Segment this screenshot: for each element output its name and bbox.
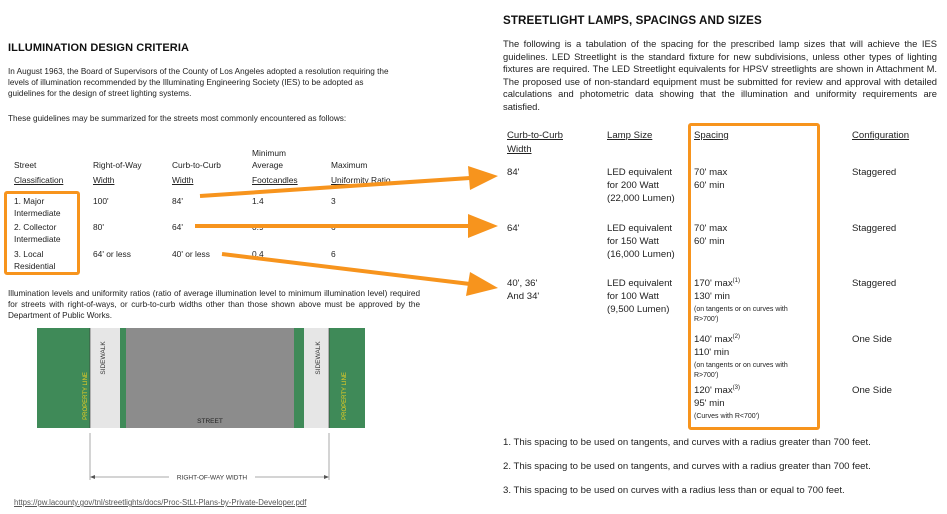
spacing-option-2-max: 140' max(2) xyxy=(694,333,740,345)
arrow-head-64 xyxy=(468,214,498,238)
rrow3-curb-b: And 34' xyxy=(507,291,540,302)
left-sidewalk xyxy=(90,328,120,428)
row1-footcandles: 1.4 xyxy=(252,196,264,206)
property-line-left-label: PROPERTY LINE xyxy=(83,372,89,420)
classification-highlight-box xyxy=(4,191,80,275)
left-summary-paragraph: These guidelines may be summarized for t… xyxy=(8,114,347,123)
right-intro-paragraph: The following is a tabulation of the spa… xyxy=(503,38,937,112)
row1-class: 1. Major xyxy=(14,196,45,206)
rrow2-lamp-c: (16,000 Lumen) xyxy=(607,249,675,260)
header-configuration: Configuration xyxy=(852,130,910,141)
rrow3-curb: 40', 36' xyxy=(507,278,538,289)
right-grass xyxy=(329,328,365,428)
footnote-2: 2. This spacing to be used on tangents, … xyxy=(503,461,871,472)
header-curb-width: Width xyxy=(172,175,194,185)
row3-footcandles: 0.4 xyxy=(252,249,264,259)
spacing-option-2-note: (on tangents or on curves with xyxy=(694,362,788,369)
rrow1-lamp-c: (22,000 Lumen) xyxy=(607,193,675,204)
left-title: ILLUMINATION DESIGN CRITERIA xyxy=(8,42,190,54)
header-row-width: Width xyxy=(93,175,115,185)
rrow2-lamp-b: for 150 Watt xyxy=(607,236,659,247)
left-note-paragraph: Illumination levels and uniformity ratio… xyxy=(8,289,420,320)
property-line-right-label: PROPERTY LINE xyxy=(342,372,348,420)
right-of-way-width-label: RIGHT-OF-WAY WIDTH xyxy=(177,475,248,482)
right-sidewalk xyxy=(304,328,329,428)
spacing-option-1-min: 130' min xyxy=(694,291,730,302)
header-curb-to-curb-right: Curb-to-Curb xyxy=(507,130,563,141)
rrow1-config: Staggered xyxy=(852,167,897,178)
street-label: STREET xyxy=(197,418,223,425)
spacing-option-3-min: 95' min xyxy=(694,398,725,409)
spacing-option-2-config: One Side xyxy=(852,334,893,345)
rrow3-lamp-c: (9,500 Lumen) xyxy=(607,304,670,315)
left-grass xyxy=(37,328,90,428)
header-spacing: Spacing xyxy=(694,130,729,141)
footnote-3: 3. This spacing to be used on curves wit… xyxy=(503,485,845,496)
spacing-option-2-note-b: R>700') xyxy=(694,372,719,379)
row3-class: 3. Local xyxy=(14,249,44,259)
arrow-local-to-40 xyxy=(221,252,471,286)
rrow2-config: Staggered xyxy=(852,223,897,234)
street-pavement xyxy=(126,328,294,428)
row1-class-sub: Intermediate xyxy=(14,208,61,218)
header-footcandles: Footcandles xyxy=(252,175,298,185)
arrow-major-to-84 xyxy=(199,176,471,198)
right-parkway xyxy=(294,328,304,428)
rrow1-curb: 84' xyxy=(507,167,520,178)
row2-class: 2. Collector xyxy=(14,222,57,232)
rrow2-lamp-a: LED equivalent xyxy=(607,223,673,234)
left-intro-paragraph: In August 1963, the Board of Supervisors… xyxy=(8,67,389,98)
header-street: Street xyxy=(14,160,37,170)
rrow3-lamp-b: for 100 Watt xyxy=(607,291,659,302)
row2-class-sub: Intermediate xyxy=(14,234,61,244)
spacing-option-3-config: One Side xyxy=(852,385,893,396)
source-link[interactable]: https://pw.lacounty.gov/tnl/streetlights… xyxy=(14,498,307,507)
right-title: STREETLIGHT LAMPS, SPACINGS AND SIZES xyxy=(503,14,762,27)
left-parkway xyxy=(120,328,126,428)
header-minimum: Minimum xyxy=(252,148,286,158)
row2-row-width: 80' xyxy=(93,222,104,232)
row1-curb-width: 84' xyxy=(172,196,183,206)
row1-uniformity: 3 xyxy=(331,196,336,206)
row1-row-width: 100' xyxy=(93,196,109,206)
header-maximum: Maximum xyxy=(331,160,368,170)
rrow1-lamp-b: for 200 Watt xyxy=(607,180,659,191)
spacing-option-3-max: 120' max(3) xyxy=(694,384,740,396)
spacing-option-3-note: (Curves with R<700') xyxy=(694,413,760,420)
rrow1-spacing-max: 70' max xyxy=(694,167,728,178)
rrow3-lamp-a: LED equivalent xyxy=(607,278,673,289)
spacing-option-1-max: 170' max(1) xyxy=(694,277,740,289)
arrow-head-84 xyxy=(468,166,498,190)
spacing-option-1-note: (on tangents or on curves with xyxy=(694,306,788,313)
arrow-head-40 xyxy=(466,272,498,296)
rrow1-spacing-min: 60' min xyxy=(694,180,725,191)
header-width-right: Width xyxy=(507,144,532,155)
row3-row-width: 64' or less xyxy=(93,249,131,259)
spacing-option-1-config: Staggered xyxy=(852,278,897,289)
street-cross-section-diagram: SIDEWALK SIDEWALK PROPERTY LINE PROPERTY… xyxy=(37,328,365,482)
row3-class-sub: Residential xyxy=(14,261,56,271)
footnote-1: 1. This spacing to be used on tangents, … xyxy=(503,437,871,448)
sidewalk-right-label: SIDEWALK xyxy=(315,341,322,375)
rrow2-spacing-min: 60' min xyxy=(694,236,725,247)
header-curb-to-curb: Curb-to-Curb xyxy=(172,160,221,170)
row2-curb-width: 64' xyxy=(172,222,183,232)
sidewalk-left-label: SIDEWALK xyxy=(100,341,107,375)
header-average: Average xyxy=(252,160,284,170)
spacing-highlight-box xyxy=(688,123,820,430)
header-classification: Classification xyxy=(14,175,64,185)
header-uniformity-ratio: Uniformity Ratio xyxy=(331,175,391,185)
spacing-option-1-note-b: R>700') xyxy=(694,316,719,323)
header-right-of-way: Right-of-Way xyxy=(93,160,142,170)
header-lamp-size: Lamp Size xyxy=(607,130,653,141)
spacing-option-2-min: 110' min xyxy=(694,347,730,358)
rrow2-curb: 64' xyxy=(507,223,520,234)
rrow2-spacing-max: 70' max xyxy=(694,223,728,234)
row3-curb-width: 40' or less xyxy=(172,249,210,259)
rrow1-lamp-a: LED equivalent xyxy=(607,167,673,178)
row3-uniformity: 6 xyxy=(331,249,336,259)
